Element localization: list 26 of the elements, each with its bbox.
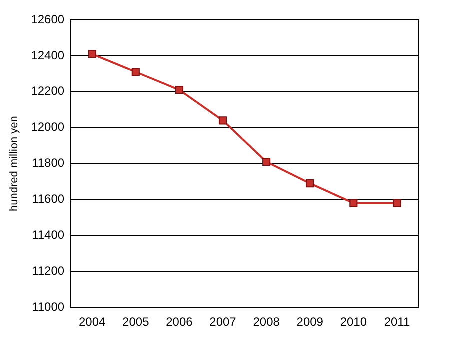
y-tick-label: 11200 xyxy=(32,264,65,278)
y-tick-label: 11600 xyxy=(32,192,65,206)
x-tick-label: 2008 xyxy=(253,315,280,330)
point xyxy=(350,199,358,208)
x-tick-label: 2010 xyxy=(340,315,368,330)
point xyxy=(393,199,402,208)
x-tick-label: 2005 xyxy=(122,315,150,330)
x-tick-label: 2004 xyxy=(78,315,106,330)
point xyxy=(132,68,140,76)
point xyxy=(218,116,228,125)
x-tick-label: 2011 xyxy=(384,315,410,330)
y-tick-label: 12400 xyxy=(31,48,65,62)
point xyxy=(175,86,184,94)
x-tick-label: 2006 xyxy=(166,315,194,330)
y-tick-label: 11400 xyxy=(32,228,65,242)
x-tick-label: 2009 xyxy=(296,315,324,330)
y-tick-label: 12000 xyxy=(31,120,65,134)
y-axis-title: hundred million yen xyxy=(8,116,21,212)
x-tick-label: 2007 xyxy=(210,315,237,330)
point xyxy=(88,50,96,58)
y-tick-label: 12200 xyxy=(31,84,65,98)
y-tick-label: 11800 xyxy=(32,156,65,170)
point xyxy=(262,158,271,166)
y-tick-label: 12600 xyxy=(31,12,65,26)
point xyxy=(306,180,314,188)
y-tick-label: 11000 xyxy=(32,300,65,314)
